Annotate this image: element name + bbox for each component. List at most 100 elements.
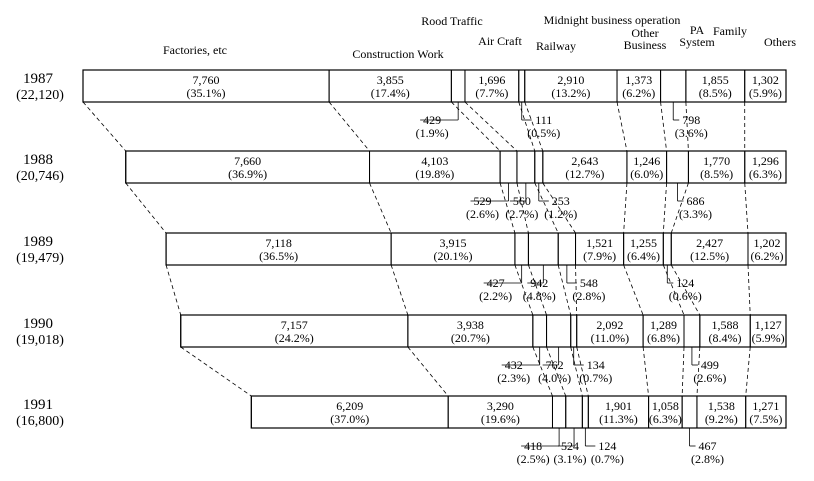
value-1991-air-craft: 524: [561, 439, 579, 453]
total-label-1990: (19,018): [16, 333, 64, 348]
value-1989-others: 1,202: [753, 236, 780, 250]
pct-1988-family: (8.5%): [700, 167, 733, 181]
value-1987-factories-etc: 7,760: [193, 73, 220, 87]
value-1988-family: 1,770: [703, 154, 730, 168]
connector-1990-4: [570, 346, 583, 397]
pct-1987-air-craft: (7.7%): [475, 86, 508, 100]
connector-1990-1: [407, 346, 449, 397]
pct-1989-other-business: (6.4%): [627, 249, 660, 263]
connector-1987-3: [464, 101, 518, 152]
value-1987-air-craft: 1,696: [478, 73, 505, 87]
pct-1989-railway: (2.8%): [572, 289, 605, 303]
segment-1991-others: [745, 395, 787, 429]
pct-1991-pa-system: (2.8%): [691, 452, 724, 466]
year-label-1990: 1990: [23, 316, 53, 332]
pct-1989-midnight-business-operation: (7.9%): [583, 249, 616, 263]
pct-1987-midnight-business-operation: (13.2%): [551, 86, 590, 100]
pct-1991-railway: (0.7%): [591, 452, 624, 466]
connector-1988-1: [369, 182, 392, 234]
pct-1991-factories-etc: (37.0%): [330, 412, 369, 426]
value-1991-others: 1,271: [752, 399, 779, 413]
connector-1989-1: [390, 264, 409, 316]
pct-1988-midnight-business-operation: (12.7%): [565, 167, 604, 181]
pct-1991-midnight-business-operation: (11.3%): [599, 412, 638, 426]
connector-1988-6: [623, 182, 628, 234]
value-1988-factories-etc: 7,660: [234, 154, 261, 168]
connector-1987-8: [685, 101, 689, 152]
value-1987-pa-system: 798: [682, 113, 700, 127]
segment-1988-others: [744, 150, 787, 184]
bar-outline-1989: [165, 232, 787, 266]
value-1989-pa-system: 124: [676, 276, 694, 290]
pct-1990-other-business: (6.8%): [647, 331, 680, 345]
connector-1989-9: [747, 264, 751, 316]
connector-1988-3: [516, 182, 529, 234]
connector-1989-0: [165, 264, 182, 316]
value-1989-construction-work: 3,915: [440, 236, 467, 250]
connector-1990-9: [745, 346, 751, 397]
value-1991-construction-work: 3,290: [487, 399, 514, 413]
value-1990-others: 1,127: [755, 318, 782, 332]
pct-1987-others: (5.9%): [749, 86, 782, 100]
pct-1987-rood-traffic: (1.9%): [416, 126, 449, 140]
connector-1989-4: [557, 264, 572, 316]
pct-1987-factories-etc: (35.1%): [187, 86, 226, 100]
value-1989-air-craft: 942: [530, 276, 548, 290]
bar-outline-1988: [125, 150, 787, 184]
segment-1987-others: [744, 69, 787, 103]
header-railway: Railway: [536, 39, 576, 53]
total-label-1989: (19,479): [16, 251, 64, 266]
connector-1990-7: [681, 346, 685, 397]
pct-1988-air-craft: (2.7%): [505, 207, 538, 221]
year-label-1989: 1989: [23, 234, 53, 250]
connector-1988-7: [662, 182, 667, 234]
value-1987-other-business: 1,373: [625, 73, 652, 87]
pct-1989-rood-traffic: (2.2%): [479, 289, 512, 303]
header-pa-system-line2: System: [679, 35, 715, 49]
connector-1990-5: [576, 346, 589, 397]
value-1990-rood-traffic: 432: [505, 358, 523, 372]
value-1988-pa-system: 686: [687, 194, 705, 208]
value-1987-rood-traffic: 429: [423, 113, 441, 127]
connector-1988-0: [125, 182, 167, 234]
total-label-1987: (22,120): [16, 88, 64, 103]
value-1990-railway: 134: [587, 358, 605, 372]
connector-1990-3: [546, 346, 567, 397]
connector-1989-8: [670, 264, 701, 316]
pct-1990-railway: (0.7%): [579, 371, 612, 385]
value-1990-factories-etc: 7,157: [281, 318, 308, 332]
pct-1989-others: (6.2%): [750, 249, 783, 263]
pct-1989-construction-work: (20.1%): [434, 249, 473, 263]
header-air-craft: Air Craft: [478, 34, 522, 48]
connector-1990-6: [642, 346, 649, 397]
value-1988-rood-traffic: 529: [474, 194, 492, 208]
value-1987-midnight-business-operation: 2,910: [557, 73, 584, 87]
value-1987-others: 1,302: [752, 73, 779, 87]
value-1989-rood-traffic: 427: [487, 276, 505, 290]
connector-1987-6: [616, 101, 628, 152]
header-others: Others: [764, 35, 796, 49]
connector-1988-2: [499, 182, 516, 234]
pct-1989-air-craft: (4.8%): [523, 289, 556, 303]
total-label-1988: (20,746): [16, 169, 64, 184]
connector-1989-2: [514, 264, 534, 316]
pct-1991-rood-traffic: (2.5%): [517, 452, 550, 466]
pct-1991-other-business: (6.3%): [649, 412, 682, 426]
connector-1987-2: [451, 101, 501, 152]
value-1987-construction-work: 3,855: [377, 73, 404, 87]
connector-1988-8: [670, 182, 689, 234]
value-1991-midnight-business-operation: 1,901: [605, 399, 632, 413]
pct-1990-midnight-business-operation: (11.0%): [591, 331, 630, 345]
pct-1988-factories-etc: (36.9%): [228, 167, 267, 181]
value-1988-others: 1,296: [752, 154, 779, 168]
pct-1990-construction-work: (20.7%): [451, 331, 490, 345]
value-1991-factories-etc: 6,209: [336, 399, 363, 413]
value-1990-family: 1,588: [712, 318, 739, 332]
pct-1989-factories-etc: (36.5%): [259, 249, 298, 263]
value-1991-family: 1,538: [708, 399, 735, 413]
value-1990-construction-work: 3,938: [457, 318, 484, 332]
value-1989-family: 2,427: [696, 236, 723, 250]
pct-1990-factories-etc: (24.2%): [275, 331, 314, 345]
value-1988-construction-work: 4,103: [421, 154, 448, 168]
